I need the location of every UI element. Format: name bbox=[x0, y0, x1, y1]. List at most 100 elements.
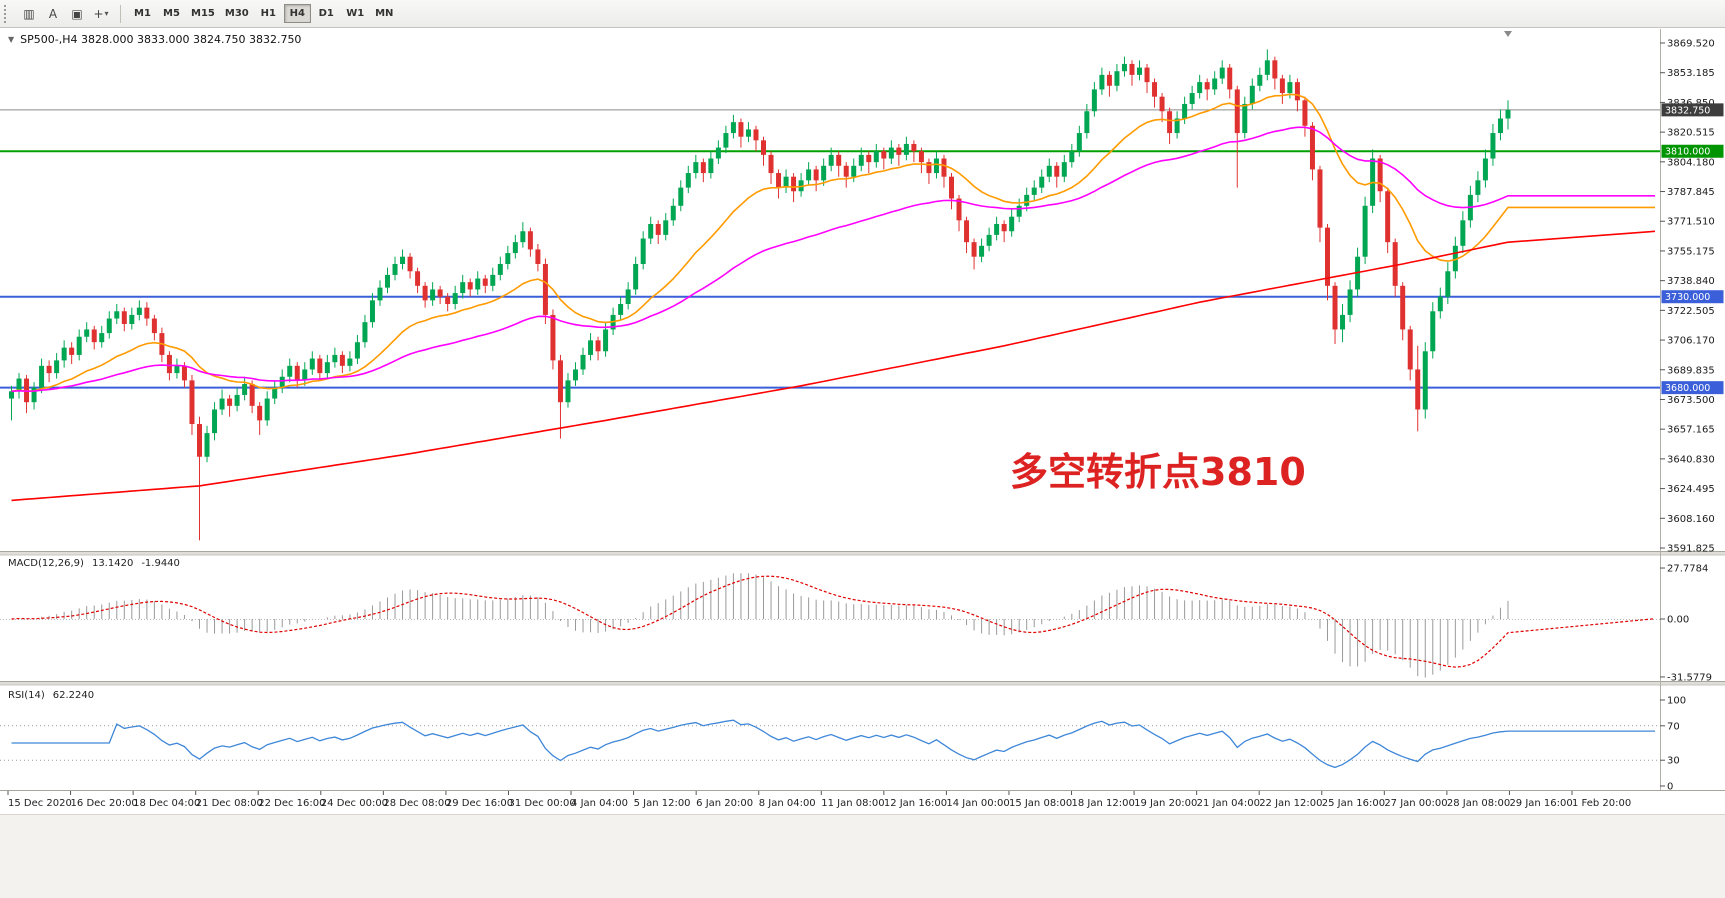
svg-text:8 Jan 04:00: 8 Jan 04:00 bbox=[759, 798, 816, 809]
svg-text:25 Jan 16:00: 25 Jan 16:00 bbox=[1322, 798, 1385, 809]
svg-text:15 Dec 2020: 15 Dec 2020 bbox=[8, 798, 72, 809]
svg-text:3832.750: 3832.750 bbox=[1665, 105, 1710, 116]
timeframe-m15-button[interactable]: M15 bbox=[187, 4, 219, 23]
crosshair-tool-button[interactable]: + ▾ bbox=[90, 4, 112, 24]
svg-text:3810.000: 3810.000 bbox=[1665, 147, 1710, 158]
svg-text:12 Jan 16:00: 12 Jan 16:00 bbox=[884, 798, 947, 809]
svg-text:6 Jan 20:00: 6 Jan 20:00 bbox=[696, 798, 753, 809]
svg-text:29 Dec 16:00: 29 Dec 16:00 bbox=[446, 798, 513, 809]
svg-text:3869.520: 3869.520 bbox=[1667, 39, 1715, 50]
svg-text:3820.515: 3820.515 bbox=[1667, 128, 1715, 139]
chart-title-text: SP500-,H4 3828.000 3833.000 3824.750 383… bbox=[20, 33, 302, 46]
cursor-tool-button[interactable]: ▣ bbox=[66, 4, 88, 24]
ma-slow-line bbox=[11, 230, 1656, 502]
svg-text:3853.185: 3853.185 bbox=[1667, 68, 1715, 79]
rsi-title: RSI(14) 62.2240 bbox=[8, 690, 94, 701]
svg-text:1 Feb 20:00: 1 Feb 20:00 bbox=[1572, 798, 1631, 809]
macd-title: MACD(12,26,9) 13.1420 -1.9440 bbox=[8, 558, 180, 569]
svg-text:3804.180: 3804.180 bbox=[1667, 157, 1715, 168]
macd-axis[interactable]: 27.7784 0.00 -31.5779 bbox=[1660, 564, 1712, 684]
svg-text:30: 30 bbox=[1667, 756, 1680, 767]
svg-text:21 Dec 08:00: 21 Dec 08:00 bbox=[196, 798, 263, 809]
rsi-line bbox=[11, 719, 1655, 769]
svg-text:27.7784: 27.7784 bbox=[1667, 564, 1708, 575]
text-annotation-button[interactable]: A bbox=[42, 4, 64, 24]
svg-text:15 Jan 08:00: 15 Jan 08:00 bbox=[1009, 798, 1072, 809]
svg-text:3657.165: 3657.165 bbox=[1667, 425, 1715, 436]
macd-panel bbox=[0, 573, 1660, 678]
timeframe-m30-button[interactable]: M30 bbox=[221, 4, 253, 23]
macd-signal-line bbox=[11, 575, 1656, 668]
rsi-panel bbox=[0, 719, 1660, 769]
timeframe-h4-button[interactable]: H4 bbox=[283, 4, 311, 23]
timeframe-w1-button[interactable]: W1 bbox=[342, 4, 369, 23]
dropdown-caret-icon: ▾ bbox=[104, 9, 109, 18]
annotation-text[interactable]: 多空转折点3810 bbox=[1010, 450, 1306, 494]
svg-text:0: 0 bbox=[1667, 782, 1673, 793]
timeframe-h1-button[interactable]: H1 bbox=[255, 4, 282, 23]
panel-frame bbox=[0, 29, 1725, 898]
macd-signal-value: -1.9440 bbox=[141, 558, 180, 569]
svg-text:3722.505: 3722.505 bbox=[1667, 306, 1715, 317]
svg-text:3706.170: 3706.170 bbox=[1667, 336, 1715, 347]
svg-text:3591.825: 3591.825 bbox=[1667, 544, 1715, 555]
svg-text:70: 70 bbox=[1667, 721, 1680, 732]
svg-text:3673.500: 3673.500 bbox=[1667, 395, 1715, 406]
timeframe-d1-button[interactable]: D1 bbox=[313, 4, 340, 23]
charts-window-button[interactable]: ▥ bbox=[18, 4, 40, 24]
price-tags: 3810.000 3730.000 3680.000 3832.750 bbox=[1661, 103, 1724, 395]
svg-text:3730.000: 3730.000 bbox=[1665, 292, 1710, 303]
svg-text:18 Dec 04:00: 18 Dec 04:00 bbox=[133, 798, 200, 809]
chart-shift-marker-icon[interactable] bbox=[1504, 31, 1512, 37]
timeframe-mn-button[interactable]: MN bbox=[371, 4, 398, 23]
svg-text:5 Jan 12:00: 5 Jan 12:00 bbox=[634, 798, 691, 809]
rsi-axis[interactable]: 100 70 30 0 bbox=[1660, 696, 1686, 793]
rsi-label: RSI(14) bbox=[8, 690, 45, 701]
toolbar: ▥ A ▣ + ▾ M1 M5 M15 M30 H1 H4 D1 W1 MN bbox=[0, 0, 1725, 28]
cursor-icon: ▣ bbox=[71, 6, 83, 21]
macd-main-value: 13.1420 bbox=[91, 558, 134, 569]
svg-text:28 Dec 08:00: 28 Dec 08:00 bbox=[383, 798, 450, 809]
svg-text:3689.835: 3689.835 bbox=[1667, 365, 1715, 376]
candlestick-series bbox=[9, 49, 1511, 541]
svg-text:14 Jan 00:00: 14 Jan 00:00 bbox=[946, 798, 1009, 809]
svg-text:3738.840: 3738.840 bbox=[1667, 276, 1715, 287]
svg-text:31 Dec 00:00: 31 Dec 00:00 bbox=[508, 798, 575, 809]
toolbar-grip[interactable] bbox=[4, 4, 11, 23]
macd-label: MACD(12,26,9) bbox=[8, 558, 84, 569]
svg-text:3640.830: 3640.830 bbox=[1667, 454, 1715, 465]
svg-text:22 Jan 12:00: 22 Jan 12:00 bbox=[1259, 798, 1322, 809]
toolbar-separator bbox=[120, 4, 121, 23]
svg-text:27 Jan 00:00: 27 Jan 00:00 bbox=[1384, 798, 1447, 809]
svg-text:11 Jan 08:00: 11 Jan 08:00 bbox=[821, 798, 884, 809]
timeframe-m5-button[interactable]: M5 bbox=[158, 4, 185, 23]
svg-text:22 Dec 16:00: 22 Dec 16:00 bbox=[258, 798, 325, 809]
svg-text:100: 100 bbox=[1667, 696, 1686, 707]
charts-icon: ▥ bbox=[23, 6, 35, 21]
text-tool-icon: A bbox=[48, 6, 58, 21]
ma-mid-line bbox=[11, 126, 1655, 393]
rsi-value: 62.2240 bbox=[52, 690, 95, 701]
svg-text:3680.000: 3680.000 bbox=[1665, 383, 1710, 394]
timeframe-m1-button[interactable]: M1 bbox=[129, 4, 156, 23]
svg-text:3624.495: 3624.495 bbox=[1667, 484, 1715, 495]
svg-text:29 Jan 16:00: 29 Jan 16:00 bbox=[1509, 798, 1572, 809]
svg-text:-31.5779: -31.5779 bbox=[1667, 672, 1712, 683]
svg-text:4 Jan 04:00: 4 Jan 04:00 bbox=[571, 798, 628, 809]
chart-title: ▼ SP500-,H4 3828.000 3833.000 3824.750 3… bbox=[8, 33, 301, 46]
svg-text:21 Jan 04:00: 21 Jan 04:00 bbox=[1197, 798, 1260, 809]
svg-text:3787.845: 3787.845 bbox=[1667, 187, 1715, 198]
svg-text:18 Jan 12:00: 18 Jan 12:00 bbox=[1072, 798, 1135, 809]
svg-text:3771.510: 3771.510 bbox=[1667, 217, 1715, 228]
svg-text:24 Dec 00:00: 24 Dec 00:00 bbox=[321, 798, 388, 809]
svg-text:28 Jan 08:00: 28 Jan 08:00 bbox=[1447, 798, 1510, 809]
svg-text:19 Jan 20:00: 19 Jan 20:00 bbox=[1134, 798, 1197, 809]
svg-text:3755.175: 3755.175 bbox=[1667, 246, 1715, 257]
ma-fast-line bbox=[11, 93, 1655, 393]
svg-text:0.00: 0.00 bbox=[1667, 615, 1689, 626]
collapse-triangle-icon[interactable]: ▼ bbox=[8, 35, 15, 44]
svg-text:16 Dec 20:00: 16 Dec 20:00 bbox=[71, 798, 138, 809]
crosshair-icon: + bbox=[93, 6, 104, 21]
